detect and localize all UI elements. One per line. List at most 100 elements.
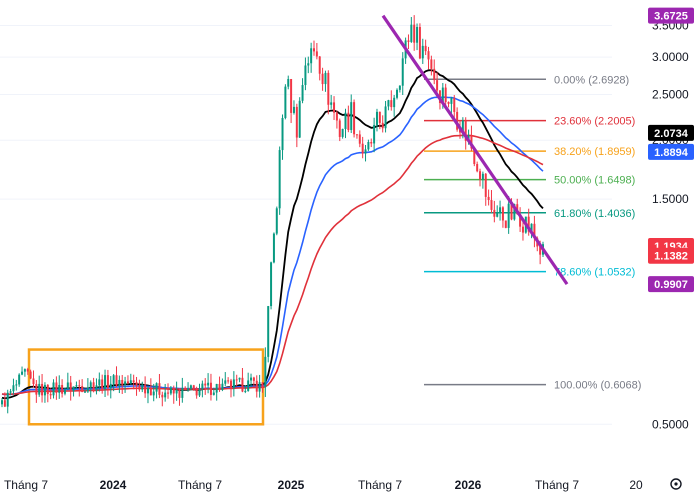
candle bbox=[149, 378, 152, 396]
candle bbox=[26, 367, 29, 375]
candle bbox=[447, 101, 450, 108]
candle bbox=[46, 384, 49, 403]
x-tick-label: 2024 bbox=[100, 478, 127, 492]
candle-body bbox=[533, 223, 536, 239]
candle bbox=[350, 94, 353, 134]
candle-body bbox=[350, 102, 353, 130]
candle bbox=[35, 380, 38, 403]
candle bbox=[424, 39, 427, 56]
candle-body bbox=[95, 385, 98, 391]
candle-body bbox=[487, 196, 490, 201]
settings-button[interactable] bbox=[670, 478, 682, 490]
candle-body bbox=[507, 203, 510, 228]
candle-body bbox=[278, 150, 281, 209]
candle-body bbox=[238, 377, 241, 380]
candle-body bbox=[499, 207, 502, 213]
candle-body bbox=[3, 400, 6, 407]
candle bbox=[187, 382, 190, 392]
candle-body bbox=[21, 371, 24, 375]
candle-body bbox=[530, 223, 533, 232]
candle-body bbox=[155, 383, 158, 392]
candle-body bbox=[32, 378, 35, 385]
candle-body bbox=[344, 112, 347, 129]
candle-body bbox=[69, 382, 72, 392]
candle-body bbox=[333, 102, 336, 113]
candle bbox=[118, 375, 121, 394]
candle bbox=[9, 388, 12, 396]
candle bbox=[284, 84, 287, 120]
candle bbox=[66, 372, 69, 391]
moving-average-line bbox=[1, 69, 544, 400]
candle-body bbox=[501, 207, 504, 221]
candle bbox=[333, 96, 336, 120]
candle bbox=[126, 375, 129, 385]
candle-body bbox=[401, 58, 404, 86]
gear-icon bbox=[670, 478, 682, 490]
candle-body bbox=[504, 220, 507, 228]
candle-body bbox=[284, 86, 287, 118]
candle-body bbox=[315, 51, 318, 57]
grid bbox=[0, 25, 612, 425]
candle-body bbox=[519, 214, 522, 227]
candle bbox=[247, 372, 250, 392]
candle-body bbox=[473, 148, 476, 165]
candle-body bbox=[46, 384, 49, 395]
candle-body bbox=[221, 383, 224, 391]
candle-body bbox=[370, 142, 373, 144]
candle-body bbox=[444, 87, 447, 102]
candle bbox=[52, 379, 55, 399]
candle-body bbox=[212, 392, 215, 395]
candle-body bbox=[384, 106, 387, 129]
candle bbox=[112, 374, 115, 392]
candle bbox=[375, 108, 378, 132]
candle bbox=[278, 146, 281, 215]
candle-body bbox=[18, 374, 21, 385]
fib-label: 23.60% (2.2005) bbox=[554, 116, 635, 128]
candle-body bbox=[9, 391, 12, 393]
candle bbox=[229, 378, 232, 398]
candle-body bbox=[378, 111, 381, 123]
candle bbox=[252, 376, 255, 387]
candle-body bbox=[361, 143, 364, 154]
candle-body bbox=[290, 79, 293, 113]
candle bbox=[307, 56, 310, 74]
candle-body bbox=[146, 388, 149, 394]
candle-body bbox=[204, 383, 207, 386]
candle bbox=[124, 376, 127, 393]
candle-body bbox=[301, 85, 304, 101]
candle bbox=[61, 379, 64, 398]
candle bbox=[364, 144, 367, 162]
candle bbox=[178, 388, 181, 406]
candle bbox=[212, 387, 215, 396]
candle bbox=[15, 379, 18, 391]
candle-body bbox=[381, 122, 384, 129]
candle-body bbox=[135, 382, 138, 386]
candle bbox=[164, 383, 167, 402]
candle bbox=[95, 378, 98, 395]
candle-body bbox=[318, 56, 321, 74]
candle-body bbox=[364, 149, 367, 154]
candle-body bbox=[158, 383, 161, 395]
candle-body bbox=[421, 45, 424, 59]
candle-body bbox=[353, 102, 356, 135]
x-axis: Tháng 7 2024 Tháng 7 2025 Tháng 7 2026 Tháng 7… bbox=[4, 478, 643, 492]
candle bbox=[207, 373, 210, 394]
candle bbox=[129, 373, 132, 385]
candle bbox=[3, 392, 6, 408]
candle-body bbox=[229, 380, 232, 389]
candle-body bbox=[167, 392, 170, 394]
candle bbox=[433, 59, 436, 85]
price-tag: 1.8894 bbox=[648, 143, 694, 160]
y-tick-label: 3.0000 bbox=[652, 50, 689, 64]
candle bbox=[398, 85, 401, 93]
moving-average-line bbox=[1, 96, 544, 396]
candle bbox=[381, 115, 384, 133]
candle bbox=[92, 377, 95, 393]
candle bbox=[192, 384, 195, 391]
candle-body bbox=[324, 72, 327, 85]
candle-body bbox=[450, 98, 453, 104]
candle-body bbox=[224, 380, 227, 384]
candle bbox=[321, 67, 324, 91]
candle bbox=[533, 215, 536, 248]
